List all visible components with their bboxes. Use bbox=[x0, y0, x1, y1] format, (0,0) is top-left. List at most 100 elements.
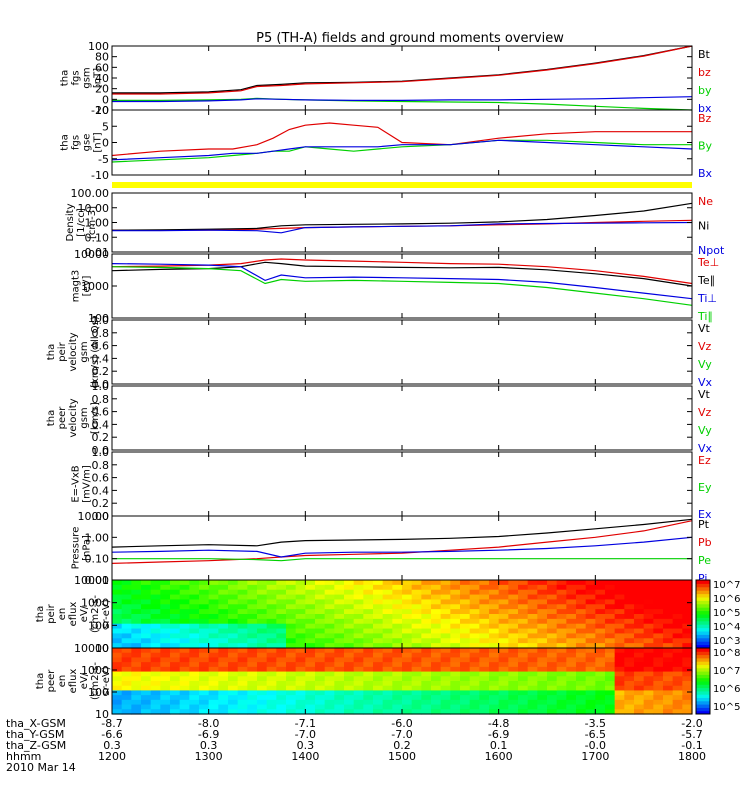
spectrogram-cell bbox=[479, 633, 490, 639]
spectrogram-cell bbox=[508, 704, 519, 710]
ylabel-line: eV/ bbox=[79, 605, 90, 622]
ylabel-line: [km/s] (All Qs) bbox=[90, 316, 101, 388]
spectrogram-cell bbox=[131, 594, 142, 601]
spectrogram-cell bbox=[295, 709, 306, 715]
spectrogram-cell bbox=[537, 676, 548, 682]
spectrogram-cell bbox=[566, 589, 577, 596]
spectrogram-cell bbox=[160, 643, 171, 649]
spectrogram-cell bbox=[440, 628, 451, 635]
spectrogram-cell bbox=[634, 690, 645, 696]
spectrogram-cell bbox=[150, 652, 161, 659]
spectrogram-cell bbox=[566, 685, 577, 692]
spectrogram-cell bbox=[547, 609, 558, 615]
spectrogram-cell bbox=[566, 709, 577, 715]
spectrogram-cell bbox=[160, 609, 171, 615]
spectrogram-cell bbox=[189, 652, 200, 659]
spectrogram-cell bbox=[634, 699, 645, 706]
spectrogram-cell bbox=[450, 648, 461, 654]
spectrogram-cell bbox=[440, 594, 451, 601]
spectrogram-cell bbox=[266, 671, 277, 677]
spectrogram-cell bbox=[228, 623, 239, 630]
spectrogram-cell bbox=[353, 709, 364, 715]
spectrogram-cell bbox=[624, 599, 635, 605]
spectrogram-cell bbox=[392, 594, 403, 601]
spectrogram-cell bbox=[266, 638, 277, 644]
spectrogram-cell bbox=[624, 681, 635, 687]
spectrogram-cell bbox=[363, 709, 374, 715]
spectrogram-cell bbox=[576, 652, 587, 659]
spectrogram-cell bbox=[324, 671, 335, 677]
spectrogram-cell bbox=[382, 594, 393, 601]
figure-title: P5 (TH-A) fields and ground moments over… bbox=[256, 31, 564, 46]
spectrogram-cell bbox=[653, 599, 664, 605]
spectrogram-cell bbox=[208, 628, 219, 635]
spectrogram-cell bbox=[653, 643, 664, 649]
spectrogram-cell bbox=[411, 623, 422, 630]
spectrogram-cell bbox=[450, 618, 461, 625]
ytick-label: 0.6 bbox=[92, 406, 110, 419]
spectrogram-cell bbox=[305, 584, 316, 591]
spectrogram-cell bbox=[218, 609, 229, 615]
spectrogram-cell bbox=[537, 623, 548, 630]
spectrogram-cell bbox=[373, 643, 384, 649]
spectrogram-cell bbox=[605, 594, 616, 601]
spectrogram-cell bbox=[131, 599, 142, 605]
spectrogram-cell bbox=[518, 662, 529, 668]
spectrogram-cell bbox=[614, 666, 625, 673]
spectrogram-cell bbox=[450, 584, 461, 591]
spectrogram-cell bbox=[556, 652, 567, 659]
spectrogram-cell bbox=[392, 609, 403, 615]
spectrogram-cell bbox=[518, 633, 529, 639]
spectrogram-cell bbox=[527, 704, 538, 710]
spectrogram-cell bbox=[469, 681, 480, 687]
spectrogram-cell bbox=[179, 638, 190, 644]
spectrogram-cell bbox=[518, 709, 529, 715]
spectrogram-cell bbox=[518, 580, 529, 586]
spectrogram-cell bbox=[498, 648, 509, 654]
spectrogram-cell bbox=[518, 695, 529, 701]
spectrogram-cell bbox=[585, 704, 596, 710]
spectrogram-cell bbox=[315, 628, 326, 635]
spectrogram-cell bbox=[682, 671, 693, 677]
colorbar-segment bbox=[696, 697, 710, 702]
spectrogram-cell bbox=[131, 618, 142, 625]
spectrogram-cell bbox=[585, 623, 596, 630]
spectrogram-cell bbox=[363, 704, 374, 710]
spectrogram-cell bbox=[402, 662, 413, 668]
spectrogram-cell bbox=[402, 709, 413, 715]
spectrogram-cell bbox=[334, 676, 345, 682]
spectrogram-cell bbox=[199, 594, 210, 601]
spectrogram-cell bbox=[170, 657, 181, 663]
spectrogram-cell bbox=[595, 671, 606, 677]
spectrogram-cell bbox=[605, 618, 616, 625]
spectrogram-cell bbox=[634, 638, 645, 644]
ytick-label: 0.4 bbox=[92, 418, 110, 431]
spectrogram-cell bbox=[556, 638, 567, 644]
spectrogram-cell bbox=[605, 599, 616, 605]
spectrogram-cell bbox=[469, 704, 480, 710]
spectrogram-cell bbox=[682, 695, 693, 701]
spectrogram-cell bbox=[634, 599, 645, 605]
spectrogram-cell bbox=[576, 709, 587, 715]
spectrogram-cell bbox=[353, 676, 364, 682]
spectrogram-cell bbox=[218, 699, 229, 706]
spectrogram-cell bbox=[411, 685, 422, 692]
spectrogram-cell bbox=[421, 599, 432, 605]
spectrogram-cell bbox=[605, 623, 616, 630]
spectrogram-cell bbox=[605, 580, 616, 586]
spectrogram-cell bbox=[141, 690, 152, 696]
spectrogram-cell bbox=[295, 633, 306, 639]
spectrogram-cell bbox=[131, 580, 142, 586]
spectrogram-cell bbox=[324, 594, 335, 601]
spectrogram-cell bbox=[276, 685, 287, 692]
spectrogram-cell bbox=[653, 580, 664, 586]
spectrogram-cell bbox=[324, 709, 335, 715]
spectrogram-cell bbox=[189, 628, 200, 635]
spectrogram-cell bbox=[112, 709, 123, 715]
spectrogram-cell bbox=[489, 671, 500, 677]
spectrogram-cell bbox=[141, 685, 152, 692]
spectrogram-cell bbox=[334, 594, 345, 601]
spectrogram-cell bbox=[634, 709, 645, 715]
spectrogram-cell bbox=[421, 685, 432, 692]
